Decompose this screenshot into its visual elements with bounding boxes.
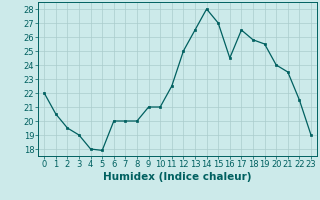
- X-axis label: Humidex (Indice chaleur): Humidex (Indice chaleur): [103, 172, 252, 182]
